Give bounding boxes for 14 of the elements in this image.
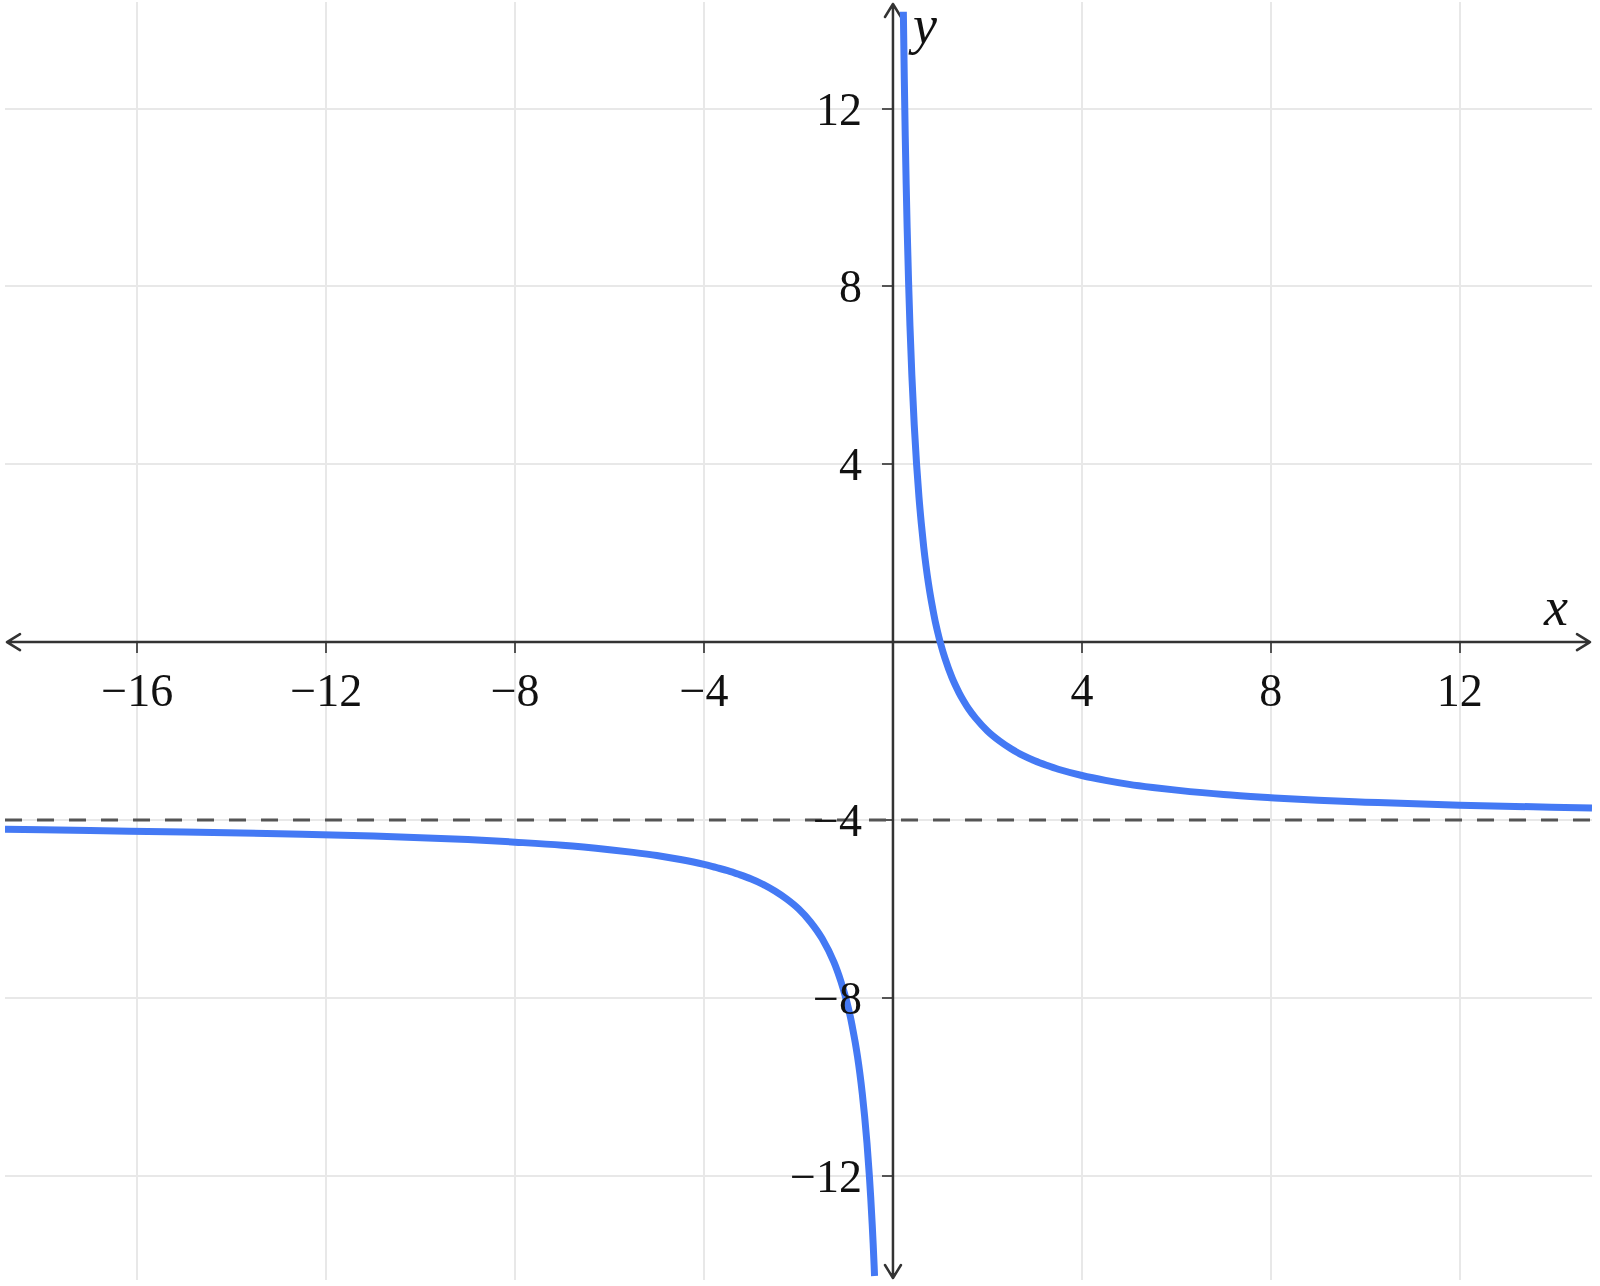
y-tick-label: −4 xyxy=(813,794,862,846)
x-tick-label: −8 xyxy=(490,665,540,717)
x-tick-label: −16 xyxy=(101,665,174,717)
x-tick-label: 4 xyxy=(1070,665,1094,717)
x-tick-label: −12 xyxy=(290,665,363,717)
y-tick-label: 4 xyxy=(838,439,862,491)
y-tick-label: 8 xyxy=(838,261,862,313)
x-tick-label: −4 xyxy=(679,665,729,717)
x-axis-title: x xyxy=(1543,577,1568,638)
y-tick-label: 12 xyxy=(815,83,862,135)
y-tick-label: −12 xyxy=(790,1150,862,1202)
y-axis-title: y xyxy=(907,0,937,55)
x-tick-label: 12 xyxy=(1436,665,1483,717)
x-tick-label: 8 xyxy=(1259,665,1283,717)
